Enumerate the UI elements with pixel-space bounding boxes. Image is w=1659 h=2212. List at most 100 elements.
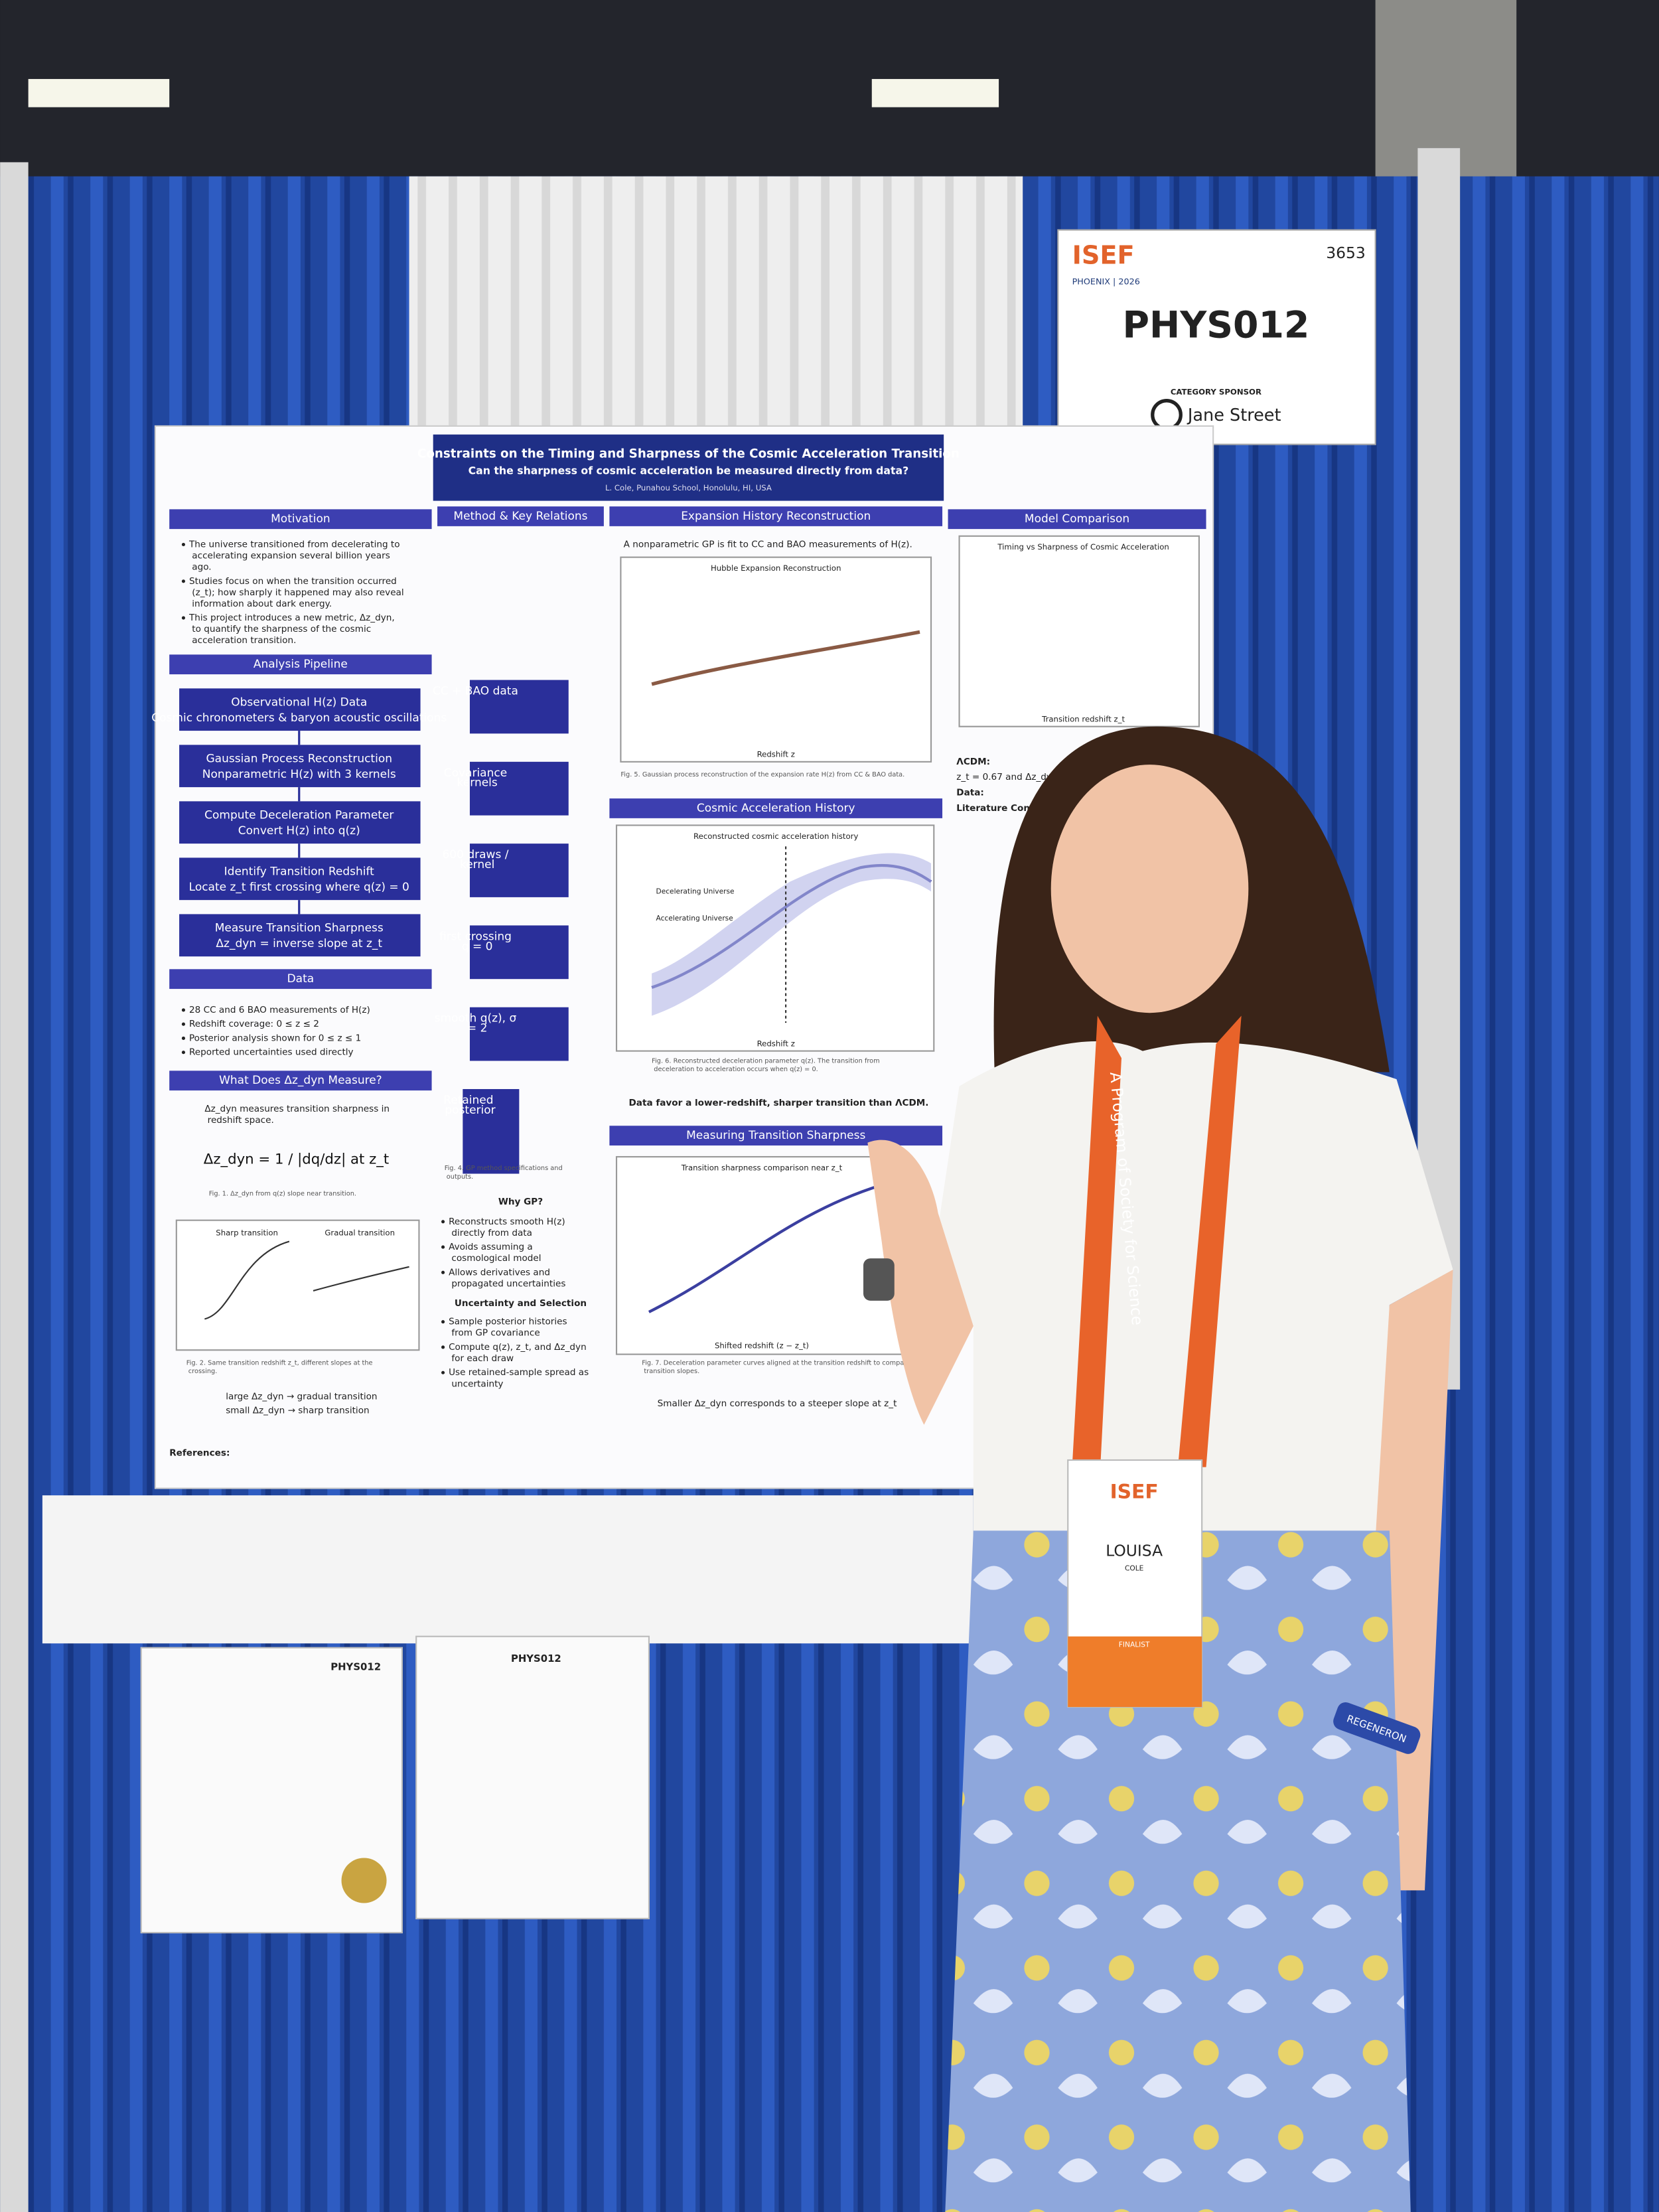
sign-code: PHYS012 — [1122, 304, 1309, 346]
document — [415, 1635, 650, 1919]
bullet-text: Reported uncertainties used directly — [189, 1047, 354, 1058]
plot-frame — [175, 1219, 420, 1351]
plot-annotation: Decelerating Universe — [656, 887, 735, 895]
watch — [863, 1258, 895, 1301]
method-box — [469, 1007, 569, 1061]
badge-last-name: COLE — [1125, 1564, 1144, 1573]
bullet-text: Posterior analysis shown for 0 ≤ z ≤ 1 — [189, 1033, 361, 1043]
pipeline-title: Gaussian Process Reconstruction — [206, 753, 392, 766]
pipeline-box — [179, 857, 421, 901]
section-header — [169, 654, 432, 675]
white-curtain — [409, 176, 1023, 445]
section-heading: Method & Key Relations — [453, 510, 587, 523]
pipeline-title: Compute Deceleration Parameter — [204, 809, 394, 822]
plot-curve — [651, 630, 920, 686]
plot-curve — [313, 1266, 409, 1291]
subplot-title: Gradual transition — [325, 1228, 395, 1237]
section-header — [609, 798, 943, 818]
section-header — [437, 506, 604, 526]
lanyard — [1072, 1015, 1242, 1467]
pipeline-box — [179, 914, 421, 957]
table-top — [42, 1495, 974, 1644]
badge-status: FINALIST — [1119, 1640, 1150, 1649]
plot-label: Shifted redshift (z − z_t) — [715, 1341, 809, 1350]
bullet-text: 28 CC and 6 BAO measurements of H(z) — [189, 1005, 370, 1015]
light — [28, 79, 170, 108]
subplot-title: Sharp transition — [216, 1228, 278, 1237]
plot-label: Redshift z — [757, 1039, 795, 1048]
measure-note: small Δz_dyn → sharp transition — [226, 1406, 369, 1416]
pants — [945, 1530, 1411, 2212]
plot-label: Reconstructed cosmic acceleration histor… — [693, 832, 858, 841]
plot-annotation: Accelerating Universe — [656, 914, 733, 922]
plot-band — [652, 853, 932, 1016]
method-box — [469, 844, 569, 897]
comparison-text: ΛCDM: — [956, 757, 990, 767]
bullet — [181, 1008, 186, 1012]
section-header — [169, 1070, 432, 1091]
plot-curve — [204, 1240, 290, 1320]
references: References: — [169, 1447, 230, 1458]
sign-location: PHOENIX | 2026 — [1072, 277, 1140, 287]
sign-event: ISEF — [1072, 240, 1135, 270]
finding: Data favor a lower-redshift, sharper tra… — [628, 1098, 928, 1108]
section-heading: Expansion History Reconstruction — [681, 510, 871, 523]
wristband — [1333, 1702, 1421, 1754]
light — [871, 79, 999, 108]
section-heading: Cosmic Acceleration History — [697, 802, 855, 815]
bullet-text: Redshift coverage: 0 ≤ z ≤ 2 — [189, 1019, 319, 1029]
caption: Fig. 7. Deceleration parameter curves al… — [642, 1359, 910, 1375]
badge-first-name: LOUISA — [1106, 1542, 1163, 1560]
booth-sign — [1057, 229, 1376, 445]
section-header — [169, 509, 432, 530]
bullet — [441, 1245, 445, 1249]
document-code: PHYS012 — [330, 1661, 381, 1673]
plot-curve — [648, 1183, 883, 1313]
bullet — [181, 1036, 186, 1041]
pipeline-detail: Convert H(z) into q(z) — [238, 824, 360, 838]
plot-label: Redshift z — [757, 750, 795, 759]
pipeline-detail: Locate z_t first crossing where q(z) = 0 — [189, 881, 409, 894]
method-box — [469, 680, 569, 734]
poster-authors: L. Cole, Punahou School, Honolulu, HI, U… — [605, 483, 772, 492]
bullet — [441, 1270, 445, 1274]
section-header — [609, 506, 943, 526]
plot-frame — [615, 1155, 904, 1355]
pipeline-title: Measure Transition Sharpness — [215, 922, 384, 935]
method-box — [469, 761, 569, 816]
poster-title: Constraints on the Timing and Sharpness … — [417, 447, 960, 461]
caption: Fig. 2. Same transition redshift z_t, di… — [186, 1359, 373, 1375]
badge-band — [1068, 1636, 1202, 1708]
caption: Fig. 6. Reconstructed deceleration param… — [652, 1057, 880, 1073]
method-label: 600 draws / kernel — [442, 848, 508, 871]
sign-number: 3653 — [1326, 244, 1366, 262]
finding: Smaller Δz_dyn corresponds to a steeper … — [658, 1398, 897, 1409]
pipeline-detail: Nonparametric H(z) with 3 kernels — [202, 768, 396, 781]
bullet-text: Use retained-sample spread as uncertaint… — [449, 1367, 589, 1389]
face — [1050, 765, 1249, 1013]
plot-label: Transition redshift z_t — [1041, 715, 1125, 724]
pipeline-detail: Cosmic chronometers & baryon acoustic os… — [151, 711, 447, 725]
bullet-text: Avoids assuming a cosmological model — [449, 1242, 541, 1264]
subheading: Uncertainty and Selection — [455, 1298, 587, 1309]
bullet — [181, 616, 186, 620]
method-label: smooth q(z), σ = 2 — [435, 1012, 517, 1035]
sponsor: Jane Street — [1187, 406, 1281, 425]
section-header — [169, 969, 432, 990]
section-heading: Measuring Transition Sharpness — [686, 1129, 865, 1142]
section-heading: Model Comparison — [1025, 512, 1129, 526]
person: A Program of Society for Science ISEF LO… — [863, 726, 1453, 2212]
pipeline-title: Observational H(z) Data — [231, 696, 367, 709]
method-box — [469, 925, 569, 980]
sponsor-label: CATEGORY SPONSOR — [1171, 387, 1262, 396]
bullet-text: Studies focus on when the transition occ… — [189, 576, 404, 609]
pipeline-box — [179, 801, 421, 844]
bullet-text: Allows derivatives and propagated uncert… — [449, 1267, 565, 1289]
arm — [867, 1140, 974, 1425]
badge-event: ISEF — [1110, 1480, 1159, 1503]
section-text: A nonparametric GP is fit to CC and BAO … — [624, 539, 912, 550]
method-label: first crossing q = 0 — [439, 930, 512, 953]
section-heading: What Does Δz_dyn Measure? — [219, 1074, 382, 1087]
